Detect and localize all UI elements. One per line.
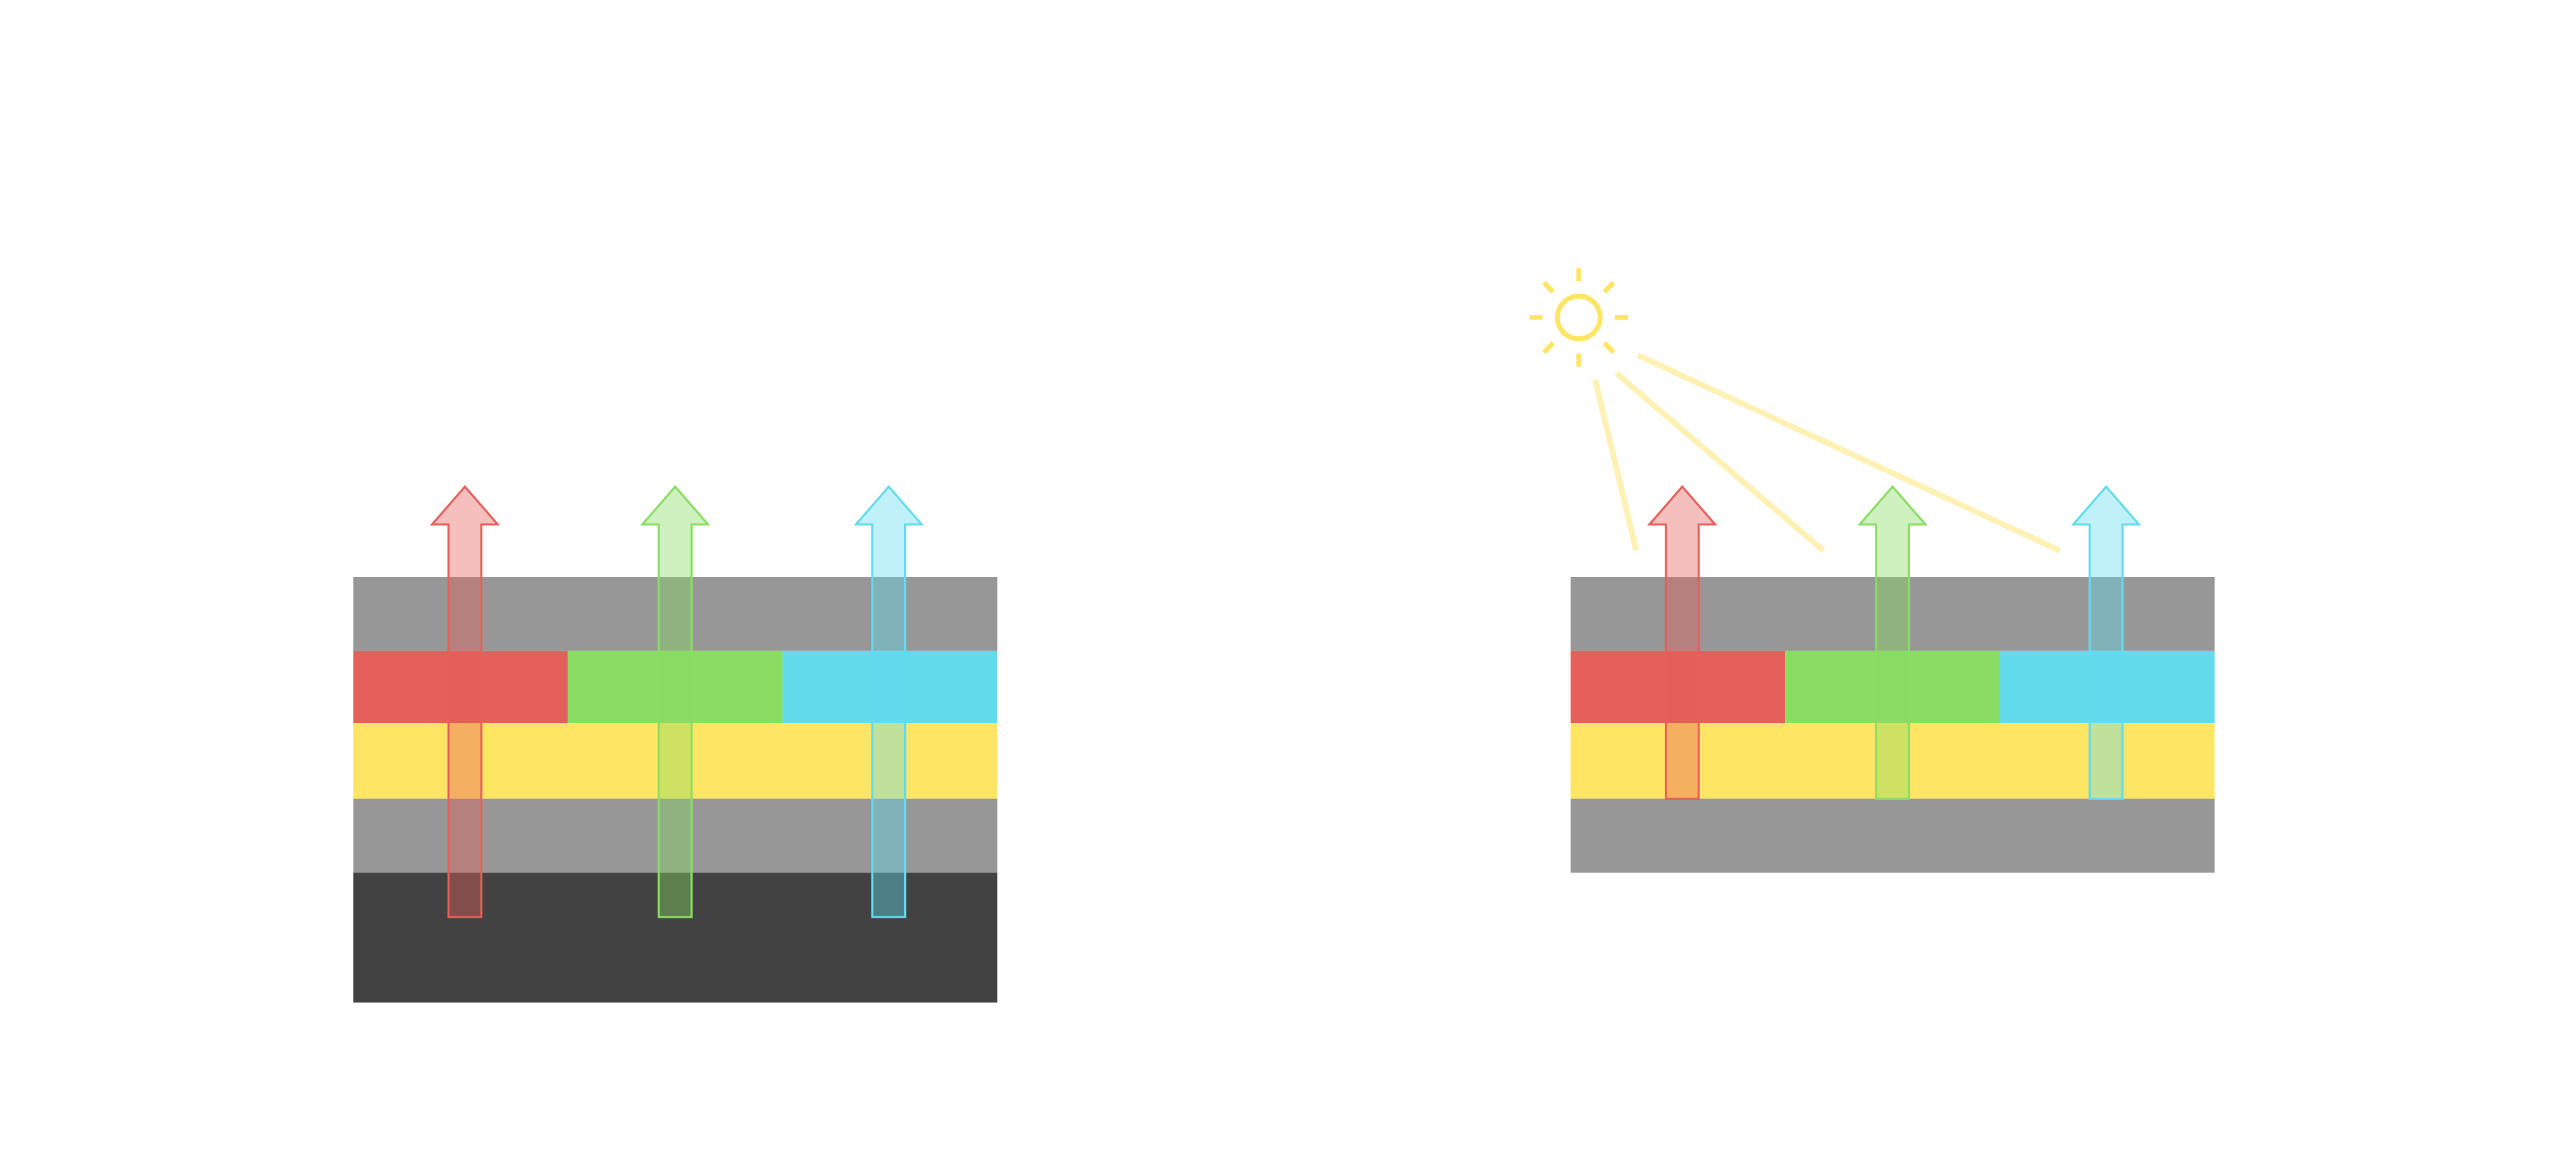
red-filter	[1570, 650, 1786, 724]
red-arrow-up-icon	[430, 485, 500, 918]
sun-ray	[1542, 341, 1555, 354]
left-layer-stack	[353, 485, 998, 1003]
bottom-gray-layer	[353, 799, 998, 873]
green-arrow-up-icon	[1857, 485, 1928, 800]
top-gray-layer	[1570, 577, 2215, 651]
light-beam	[1636, 352, 2061, 554]
cyan-arrow-up-icon	[2070, 485, 2142, 800]
sun-circle	[1555, 293, 1603, 341]
right-layer-stack	[1570, 485, 2215, 873]
dark-base-layer	[353, 873, 998, 1003]
top-gray-layer	[353, 577, 998, 651]
red-filter	[353, 650, 568, 724]
light-beam	[1615, 371, 1826, 553]
sun-ray	[1602, 281, 1616, 294]
sun-ray	[1602, 341, 1616, 354]
green-filter	[567, 650, 783, 724]
red-arrow-up-icon	[1647, 485, 1718, 800]
cyan-arrow-up-icon	[853, 485, 924, 918]
yellow-layer	[1570, 723, 2215, 799]
light-beam	[1592, 379, 1640, 552]
cyan-filter	[782, 650, 998, 724]
yellow-layer	[353, 723, 998, 799]
sun-icon	[1530, 268, 1629, 367]
bottom-gray-layer	[1570, 799, 2215, 873]
cyan-filter	[2000, 650, 2215, 724]
green-arrow-up-icon	[639, 485, 711, 918]
green-filter	[1785, 650, 2000, 724]
light-beams	[1592, 352, 2061, 554]
sun-ray	[1542, 281, 1555, 294]
